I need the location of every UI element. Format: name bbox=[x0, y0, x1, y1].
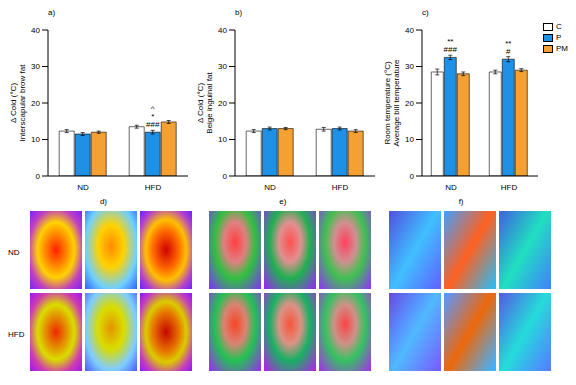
svg-text:HFD: HFD bbox=[501, 183, 518, 192]
svg-text:30: 30 bbox=[218, 62, 227, 71]
svg-text:0: 0 bbox=[36, 172, 41, 181]
svg-text:40: 40 bbox=[218, 26, 227, 35]
svg-text:HFD: HFD bbox=[332, 183, 349, 192]
svg-text:10: 10 bbox=[405, 135, 414, 144]
svg-text:20: 20 bbox=[405, 99, 414, 108]
svg-text:Room temperature (°C)Average b: Room temperature (°C)Average bill temper… bbox=[383, 59, 401, 147]
svg-text:Δ Cold (°C)Beige inguinal fat: Δ Cold (°C)Beige inguinal fat bbox=[196, 72, 214, 134]
svg-text:###: ### bbox=[444, 45, 458, 54]
html-text:ND: ND bbox=[8, 247, 20, 257]
svg-text:**: ** bbox=[447, 37, 453, 46]
svg-text:**: ** bbox=[505, 39, 511, 48]
svg-text:ND: ND bbox=[445, 183, 457, 192]
svg-text:30: 30 bbox=[405, 62, 414, 71]
svg-text:*: * bbox=[151, 112, 154, 121]
svg-text:30: 30 bbox=[31, 62, 40, 71]
svg-text:40: 40 bbox=[405, 26, 414, 35]
svg-text:20: 20 bbox=[31, 99, 40, 108]
svg-text:0: 0 bbox=[410, 172, 415, 181]
svg-text:40: 40 bbox=[31, 26, 40, 35]
html-text:d): d) bbox=[99, 197, 107, 206]
svg-text:#: # bbox=[506, 47, 511, 56]
html-text:HFD: HFD bbox=[8, 329, 25, 339]
html-text:C: C bbox=[556, 22, 562, 31]
svg-text:0: 0 bbox=[223, 172, 228, 181]
html-text:c): c) bbox=[422, 8, 429, 17]
html-text:f): f) bbox=[458, 197, 464, 206]
svg-text:ND: ND bbox=[264, 183, 276, 192]
svg-text:20: 20 bbox=[218, 99, 227, 108]
svg-text:10: 10 bbox=[31, 135, 40, 144]
html-text:e): e) bbox=[279, 197, 287, 206]
svg-text:ND: ND bbox=[77, 183, 89, 192]
svg-text:###: ### bbox=[146, 120, 160, 129]
html-text:P: P bbox=[556, 33, 562, 42]
svg-text:Δ Cold (°C)Interscapular brow: Δ Cold (°C)Interscapular brow fat bbox=[9, 64, 27, 142]
svg-text:HFD: HFD bbox=[145, 183, 162, 192]
svg-text:10: 10 bbox=[218, 135, 227, 144]
html-text:a): a) bbox=[48, 8, 56, 17]
html-text:b): b) bbox=[235, 8, 243, 17]
html-text:PM: PM bbox=[556, 44, 568, 53]
svg-text:^: ^ bbox=[151, 104, 155, 113]
